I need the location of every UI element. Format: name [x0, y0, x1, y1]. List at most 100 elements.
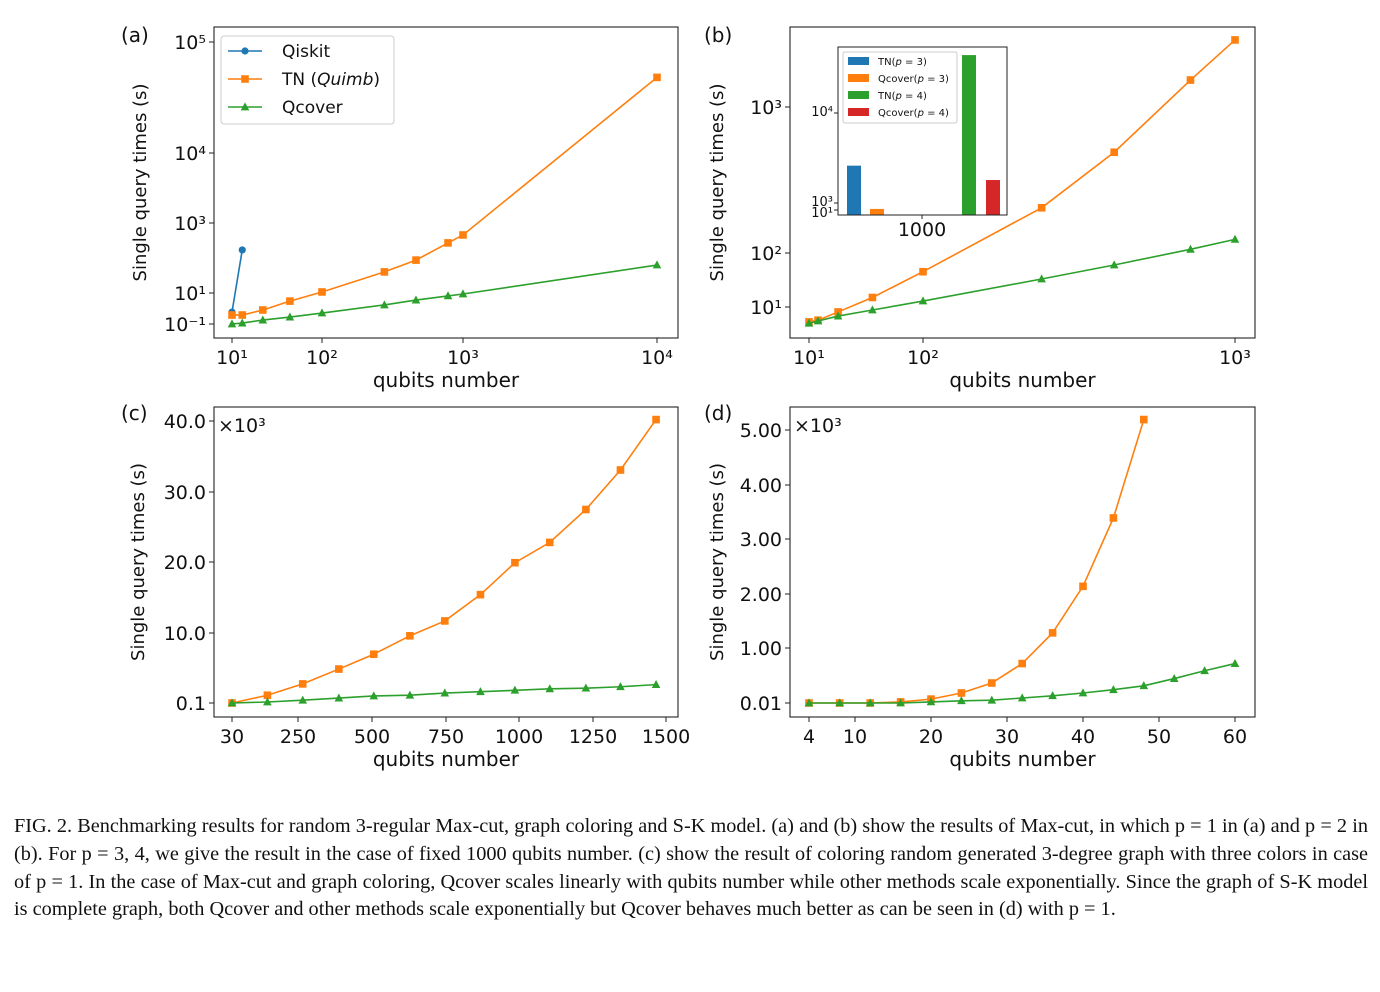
label-part: = 4) — [902, 91, 927, 102]
x-axis-label: qubits number — [949, 368, 1096, 392]
x-axis-label: qubits number — [373, 747, 520, 771]
data-point-square — [1048, 629, 1057, 637]
data-point-triangle — [298, 695, 308, 704]
bar-qcover-p-3- — [870, 208, 884, 215]
inset-legend-frame — [842, 51, 958, 124]
legend-label: TN (Quimb) — [281, 70, 380, 90]
y-tick-label: 40.0 — [164, 411, 206, 433]
y-axis-label: Single query times (s) — [707, 84, 728, 282]
data-point-triangle — [443, 291, 453, 300]
data-point-triangle — [263, 697, 272, 706]
data-point-triangle — [227, 698, 237, 707]
data-point-square — [868, 293, 877, 302]
series-line — [231, 264, 658, 325]
data-point-square — [241, 75, 249, 83]
data-point-triangle — [317, 308, 327, 317]
y-tick-label: 5.00 — [740, 420, 782, 442]
data-point-square — [988, 679, 996, 687]
data-point-triangle — [804, 318, 814, 327]
y-tick-label: 10³ — [174, 213, 206, 235]
x-tick-label: 1000 — [495, 726, 543, 748]
label-part: Qcover( — [878, 74, 918, 85]
data-point-square — [369, 650, 378, 659]
y-tick-label: 4.00 — [740, 475, 782, 497]
data-point-triangle — [581, 683, 591, 692]
y-tick-label: 10¹ — [750, 297, 782, 319]
data-point-triangle — [651, 680, 661, 689]
panel-label: (a) — [121, 23, 149, 47]
series-line — [232, 76, 658, 316]
axes-frame — [213, 406, 679, 718]
x-tick-label: 10³ — [1219, 347, 1251, 369]
data-point-square — [616, 466, 625, 474]
data-point-square — [444, 239, 452, 247]
inset-legend-label: Qcover(p = 3) — [878, 74, 949, 85]
axes-frame — [789, 26, 1256, 339]
data-point-square — [1037, 203, 1046, 212]
x-tick-label: 4 — [803, 726, 815, 748]
axes-frame — [789, 406, 1256, 718]
x-tick-label: 10³ — [447, 347, 479, 369]
data-point-triangle — [545, 684, 555, 693]
data-point-square — [545, 538, 554, 547]
data-point-square — [1109, 514, 1118, 522]
data-point-square — [476, 590, 485, 599]
data-point-square — [957, 689, 966, 697]
data-point-triangle — [1230, 658, 1240, 667]
x-tick-label: 10² — [306, 347, 338, 369]
data-point-square — [259, 306, 267, 314]
y-tick-label: 1.00 — [740, 638, 782, 660]
x-tick-label: 50 — [1147, 726, 1171, 748]
inset-legend-swatch — [848, 91, 869, 99]
data-point-triangle — [868, 305, 877, 314]
data-point-triangle — [1048, 691, 1057, 700]
y-tick-label: 0.1 — [176, 693, 206, 715]
y-multiplier: ×10³ — [794, 415, 842, 437]
data-point-triangle — [258, 315, 268, 324]
inset-legend-swatch — [848, 74, 869, 82]
series-line — [809, 419, 1145, 704]
label-part: = 3) — [902, 57, 927, 68]
series-line — [231, 249, 244, 313]
x-axis-label: qubits number — [373, 368, 520, 392]
inset-legend-label: TN(p = 4) — [877, 91, 927, 102]
inset-legend-swatch — [848, 108, 869, 116]
label-var: p — [917, 108, 924, 119]
y-tick-label: 20.0 — [164, 552, 206, 574]
data-point-triangle — [285, 312, 295, 321]
data-point-triangle — [813, 316, 823, 325]
data-point-triangle — [405, 690, 415, 699]
panel-label: (c) — [121, 401, 148, 425]
data-point-triangle — [865, 698, 875, 707]
label-part: Qcover( — [878, 108, 918, 119]
data-point-triangle — [440, 688, 450, 697]
data-point-triangle — [476, 687, 485, 696]
data-point-triangle — [1169, 673, 1179, 682]
inset-y-tick-label: 10³ — [811, 195, 833, 210]
y-tick-label: 10³ — [750, 97, 782, 119]
data-point-triangle — [510, 685, 520, 694]
data-point-circle — [241, 47, 249, 55]
bar-tn-p-3- — [847, 165, 861, 215]
x-tick-label: 10¹ — [216, 347, 248, 369]
series-qiskit — [228, 246, 246, 316]
series-line — [231, 419, 657, 704]
y-tick-label: 3.00 — [740, 529, 782, 551]
data-point-square — [1110, 148, 1118, 157]
inset-legend-label: TN(p = 3) — [877, 57, 927, 68]
x-tick-label: 1250 — [569, 726, 617, 748]
chart-panel-c: (c) 30 250 500 750 1000 1250 1500 0.1 10.0 20.0 30.… — [121, 401, 690, 771]
data-point-square — [919, 267, 927, 276]
legend: Qiskit TN (Quimb) Qcover — [220, 35, 395, 125]
data-point-triangle — [833, 311, 843, 320]
data-point-triangle — [240, 102, 250, 111]
bar-qcover-p-4- — [986, 180, 1000, 215]
data-point-triangle — [926, 697, 936, 706]
inset-x-tick-label: 1000 — [898, 219, 946, 241]
data-point-square — [263, 691, 272, 700]
data-point-square — [459, 231, 467, 239]
data-point-triangle — [1109, 685, 1118, 694]
data-point-square — [286, 297, 294, 305]
inset-legend-swatch — [848, 57, 869, 65]
